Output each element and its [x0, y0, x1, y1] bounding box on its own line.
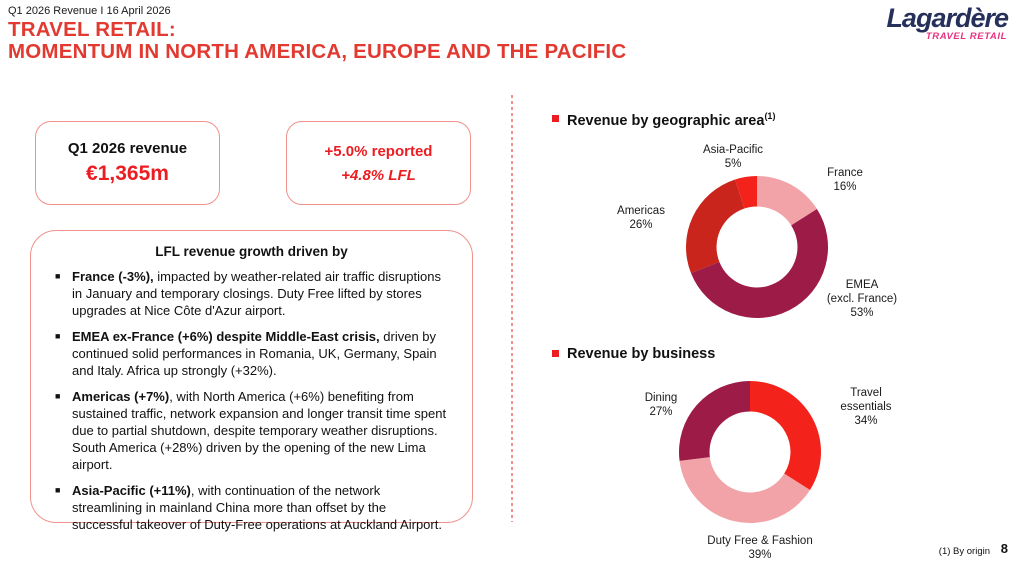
square-bullet-icon [552, 115, 559, 122]
donut-slice-travel-essentials [750, 381, 822, 491]
footnote: (1) By origin [938, 546, 990, 557]
logo-brand-text: Lagardère [886, 3, 1009, 33]
business-label-travel-essentials: Travel essentials 34% [840, 387, 892, 427]
driver-text: France (-3%), impacted by weather-relate… [72, 269, 441, 318]
square-bullet-icon [53, 388, 72, 473]
driver-text: Americas (+7%), with North America (+6%)… [72, 389, 447, 472]
donut-slice-dining [679, 381, 750, 461]
drivers-box: LFL revenue growth driven by France (-3%… [30, 230, 473, 532]
geo-label-asia-pacific: Asia-Pacific 5% [702, 144, 764, 170]
growth-lfl: +4.8% LFL [341, 166, 416, 184]
driver-item-france: France (-3%), impacted by weather-relate… [53, 268, 450, 319]
donut-slice-duty-free-fashion [679, 457, 810, 524]
vertical-divider [511, 95, 513, 522]
growth-box: +5.0% reported +4.8% LFL [286, 121, 471, 205]
geo-label-france: France 16% [827, 167, 863, 193]
revenue-box: Q1 2026 revenue €1,365m [35, 121, 220, 205]
square-bullet-icon [552, 350, 559, 357]
geo-chart-heading: Revenue by geographic area(1) [552, 111, 775, 129]
donut-slice-americas [686, 179, 745, 274]
business-label-duty-free-fashion: Duty Free & Fashion 39% [707, 535, 813, 561]
page-title-line2: MOMENTUM IN NORTH AMERICA, EUROPE AND TH… [8, 39, 627, 63]
company-logo: Lagardère TRAVEL RETAIL [886, 3, 1009, 43]
driver-item-americas: Americas (+7%), with North America (+6%)… [53, 388, 450, 473]
geo-label-emea: EMEA (excl. France) 53% [826, 279, 898, 319]
business-chart-heading: Revenue by business [552, 346, 715, 362]
driver-item-asia-pacific: Asia-Pacific (+11%), with continuation o… [53, 482, 450, 533]
geo-label-americas: Americas 26% [617, 205, 665, 231]
business-label-dining: Dining 27% [644, 392, 678, 418]
revenue-box-title: Q1 2026 revenue [67, 140, 188, 157]
driver-text: Asia-Pacific (+11%), with continuation o… [72, 483, 442, 532]
donut-slice-emea-excl-france [690, 208, 829, 319]
donut-slice-asia-pacific [735, 176, 757, 209]
slide-meta: Q1 2026 Revenue I 16 April 2026 [8, 5, 171, 17]
geo-chart-heading-text: Revenue by geographic area(1) [567, 111, 776, 129]
donut-slice-france [757, 176, 817, 226]
driver-text: EMEA ex-France (+6%) despite Middle-East… [72, 329, 437, 378]
page-title: TRAVEL RETAIL: MOMENTUM IN NORTH AMERICA… [8, 19, 626, 62]
page-title-line1: TRAVEL RETAIL: [8, 18, 176, 41]
geo-donut-chart [686, 176, 829, 319]
footnote-marker: (1) [764, 111, 776, 121]
business-chart-heading-text: Revenue by business [567, 346, 716, 362]
revenue-box-value: €1,365m [86, 162, 169, 185]
logo-division-text: TRAVEL RETAIL [925, 31, 1007, 42]
business-donut-chart [679, 381, 822, 524]
square-bullet-icon [53, 328, 72, 379]
drivers-box-title: LFL revenue growth driven by [155, 244, 348, 259]
square-bullet-icon [53, 268, 72, 319]
growth-reported: +5.0% reported [324, 142, 433, 160]
page-number: 8 [1000, 541, 1008, 556]
square-bullet-icon [53, 482, 72, 533]
driver-item-emea: EMEA ex-France (+6%) despite Middle-East… [53, 328, 450, 379]
